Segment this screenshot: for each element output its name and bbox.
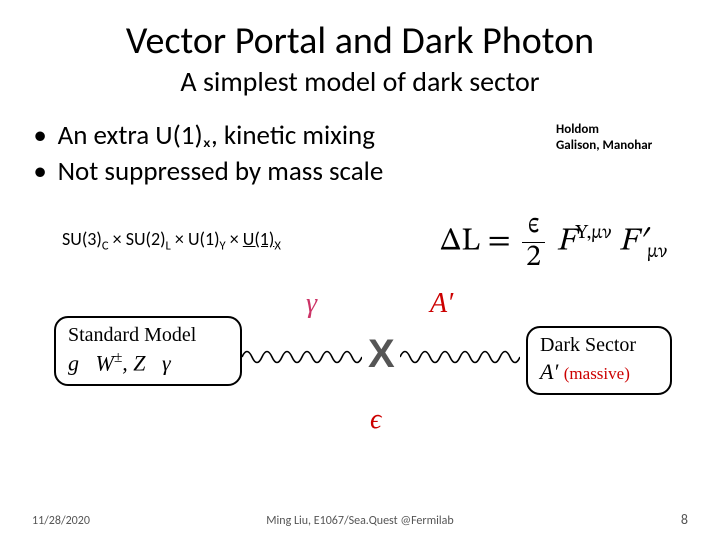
dark-massive: (massive) — [564, 364, 630, 383]
bullet-list: An extra U(1)ₓ, kinetic mixing Not suppr… — [36, 118, 536, 189]
fraction: ϵ 2 — [522, 210, 545, 274]
dark-box-title: Dark Sector — [540, 334, 658, 357]
sm-g: g — [68, 350, 79, 375]
gauge-sub-x: X — [274, 239, 281, 254]
fraction-denominator: 2 — [522, 243, 545, 275]
portal-diagram: Standard Model g W±, Z γ Dark Sector A′ … — [54, 286, 666, 456]
sm-box-row: g W±, Z γ — [68, 349, 228, 376]
references: Holdom Galison, Manohar — [556, 122, 652, 155]
gauge-times: × — [226, 228, 243, 250]
sm-box: Standard Model g W±, Z γ — [54, 316, 242, 386]
epsilon-label: ϵ — [370, 404, 381, 436]
dark-box-row: A′ (massive) — [540, 359, 658, 385]
wavy-photon-left — [242, 342, 362, 372]
fraction-numerator: ϵ — [522, 210, 545, 243]
tensor-fprime-idx: μν — [647, 242, 667, 262]
sm-box-title: Standard Model — [68, 324, 228, 347]
gauge-su2: SU(2) — [126, 228, 166, 250]
gauge-su3: SU(3) — [62, 228, 102, 250]
page-subtitle: A simplest model of dark sector — [0, 64, 720, 99]
sm-gamma: γ — [162, 350, 171, 375]
gauge-group-text: SU(3)C × SU(2)L × U(1)Y × U(1)X — [62, 228, 281, 254]
footer-center: Ming Liu, E1067/Sea.Quest @Fermilab — [0, 514, 720, 528]
gauge-u1x: U(1) — [243, 228, 275, 250]
lagrangian-lhs: ΔL = — [440, 226, 511, 258]
tensor-fprime: F′ — [619, 226, 647, 258]
dark-box: Dark Sector A′ (massive) — [526, 326, 672, 395]
reference-line: Galison, Manohar — [556, 138, 652, 154]
aprime-label: A′ — [430, 288, 453, 320]
sm-z: , Z — [122, 350, 145, 375]
sm-w-sup: ± — [114, 349, 122, 366]
reference-line: Holdom — [556, 122, 652, 138]
mixing-cross-icon: X — [368, 334, 395, 374]
gauge-u1y: U(1) — [188, 228, 220, 250]
gauge-sub-c: C — [102, 239, 109, 254]
page-title: Vector Portal and Dark Photon — [0, 18, 720, 64]
tensor-f-idx: Y,μν — [575, 223, 611, 243]
gauge-times: × — [109, 228, 126, 250]
lagrangian-equation: ΔL = ϵ 2 FY,μν F′μν — [440, 210, 667, 274]
tensor-f: F — [557, 226, 576, 258]
bullet-item: Not suppressed by mass scale — [36, 154, 536, 190]
dark-aprime: A′ — [540, 359, 558, 384]
footer-page-number: 8 — [681, 511, 688, 528]
sm-w: W — [96, 350, 114, 375]
wavy-photon-right — [400, 342, 520, 372]
gamma-label: γ — [306, 288, 317, 320]
bullet-item: An extra U(1)ₓ, kinetic mixing — [36, 118, 536, 154]
gauge-times: × — [171, 228, 188, 250]
slide: Vector Portal and Dark Photon A simplest… — [0, 0, 720, 540]
